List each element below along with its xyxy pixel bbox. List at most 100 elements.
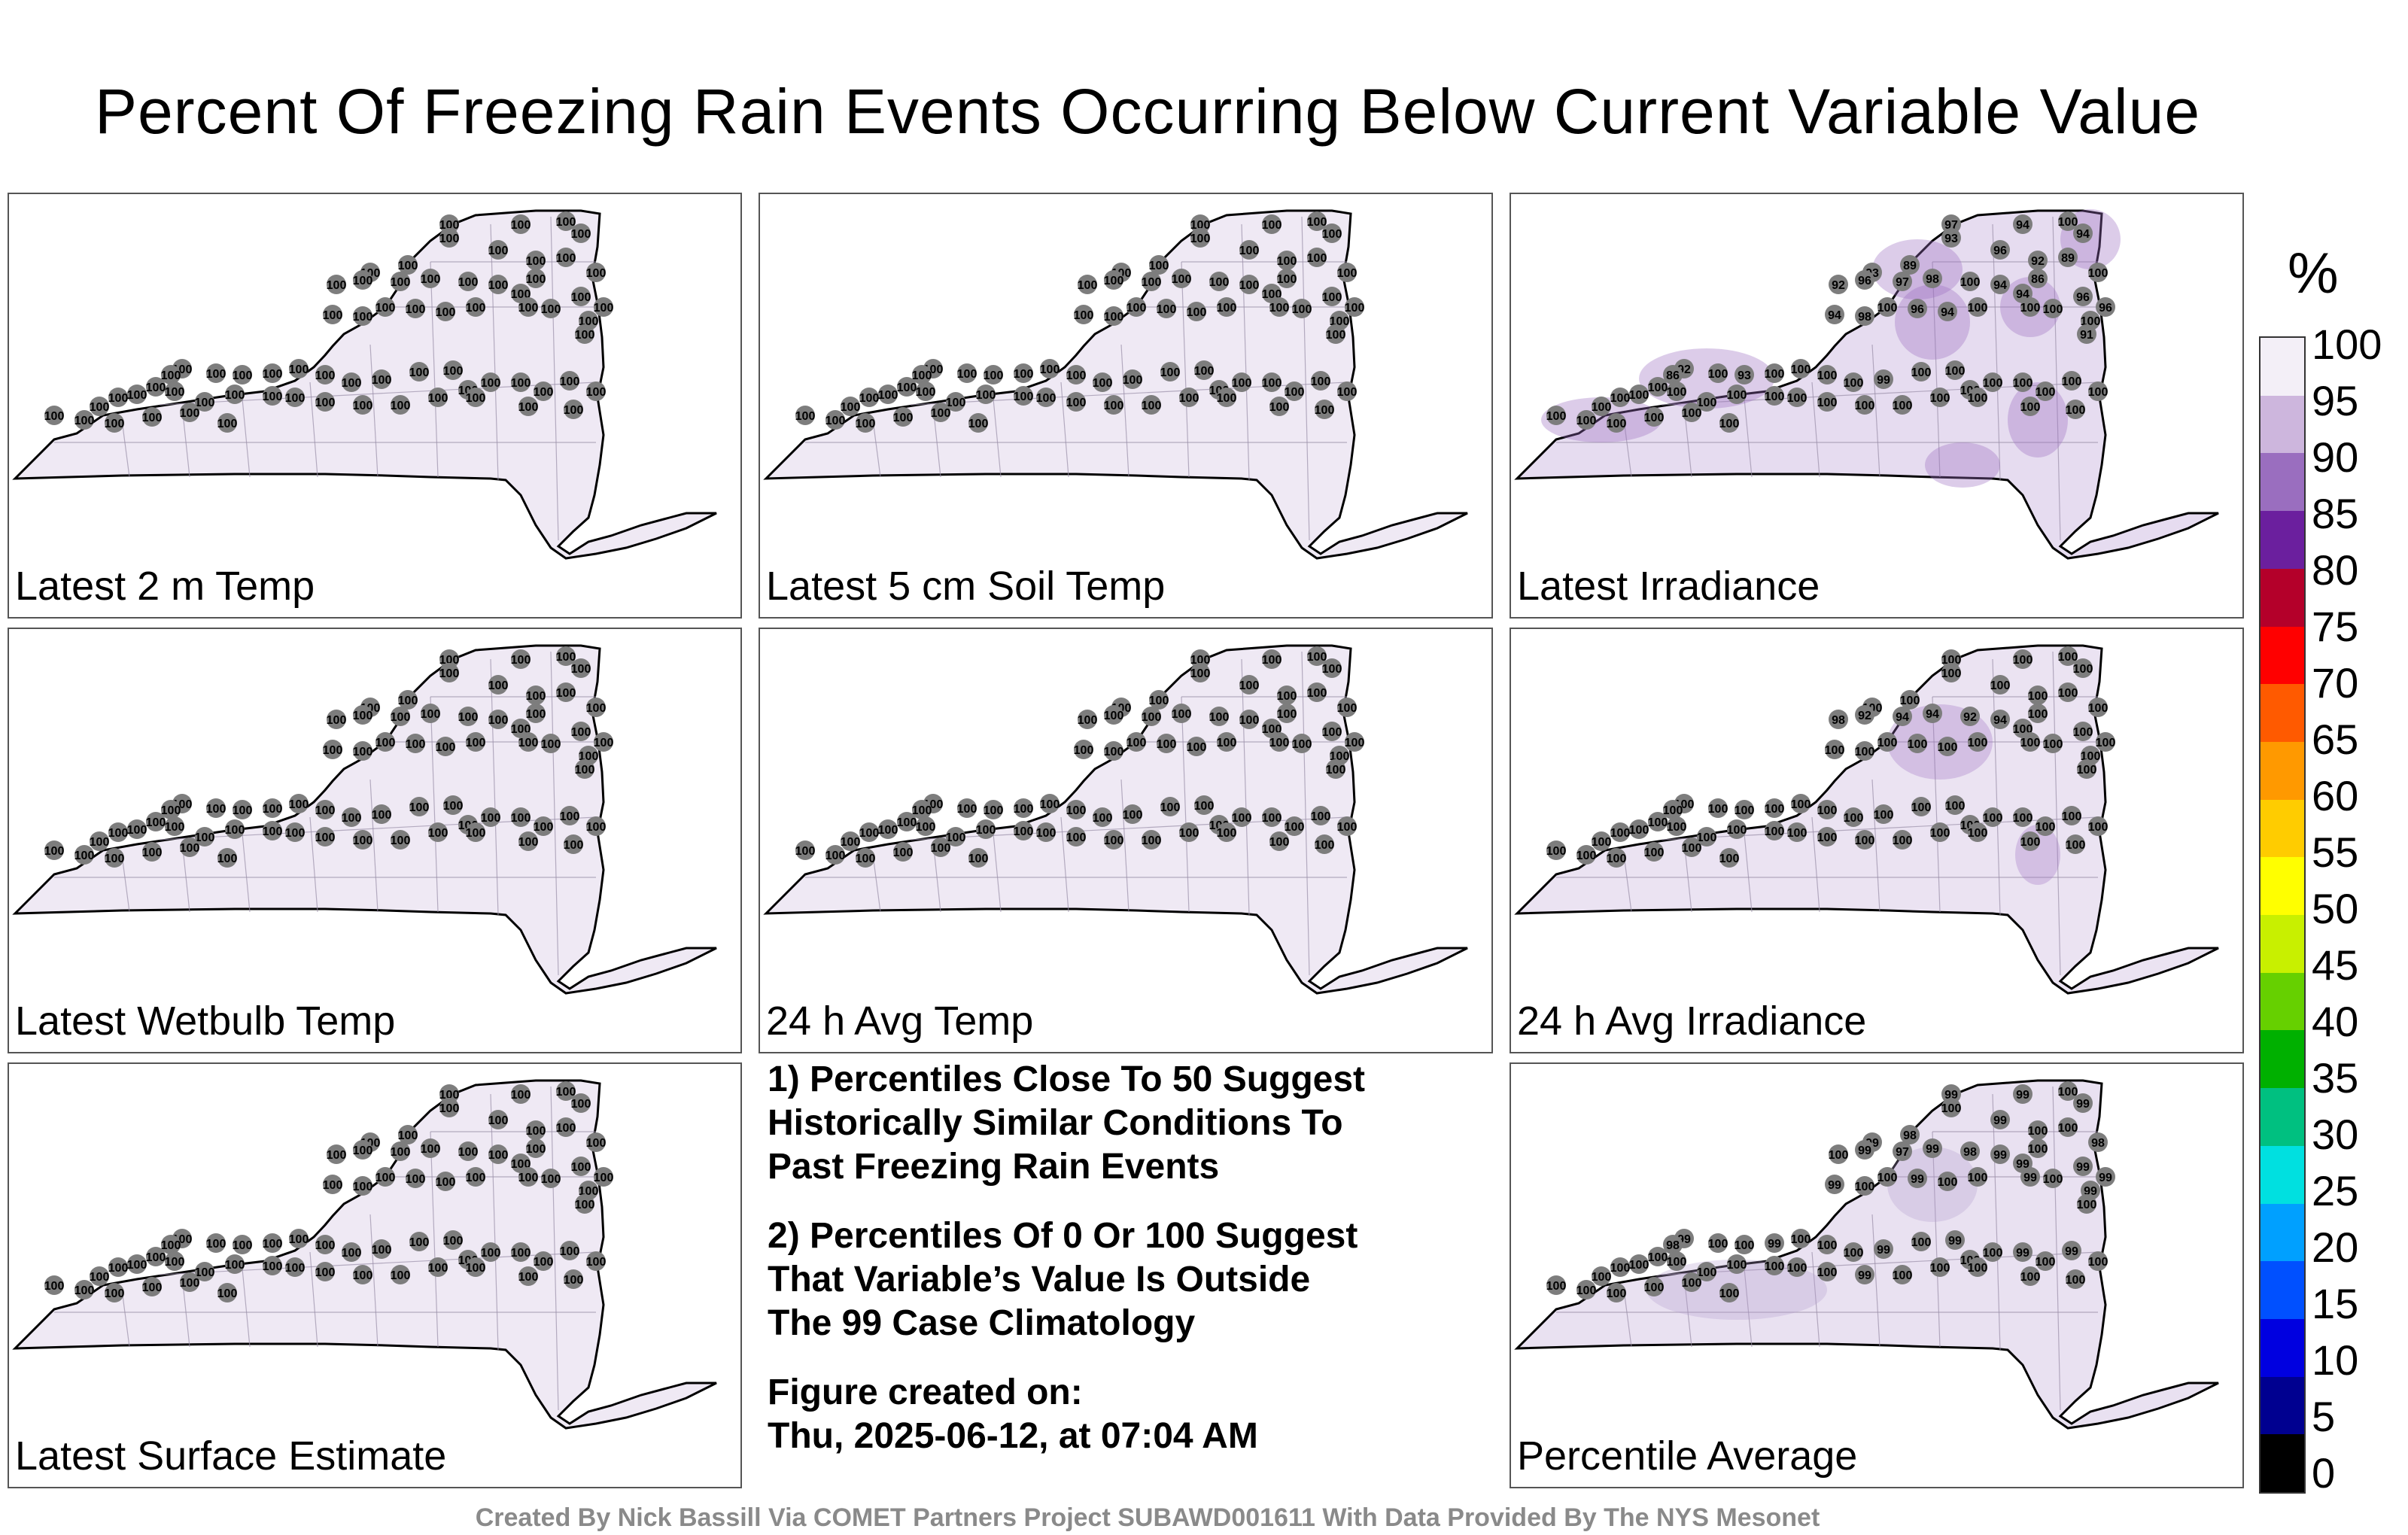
station-marker: 100 bbox=[2066, 834, 2085, 854]
station-marker: 100 bbox=[586, 1132, 606, 1152]
station-value: 100 bbox=[44, 410, 65, 423]
station-marker: 94 bbox=[1938, 302, 1957, 321]
low-percentile-area bbox=[2015, 825, 2060, 885]
station-marker: 100 bbox=[1791, 359, 1811, 378]
station-value: 100 bbox=[1968, 827, 1988, 840]
station-marker: 100 bbox=[1911, 1232, 1931, 1251]
station-value: 100 bbox=[108, 827, 129, 840]
station-marker: 100 bbox=[2088, 816, 2108, 836]
station-value: 100 bbox=[1292, 303, 1312, 316]
county-boundary bbox=[1871, 344, 1880, 478]
station-value: 100 bbox=[105, 853, 125, 865]
station-value: 100 bbox=[2028, 708, 2048, 721]
station-value: 100 bbox=[225, 1259, 245, 1272]
station-marker: 100 bbox=[206, 1233, 227, 1253]
panel-label: Latest Irradiance bbox=[1517, 564, 1820, 609]
station-marker: 100 bbox=[1930, 822, 1950, 842]
station-marker: 100 bbox=[1787, 822, 1807, 842]
station-marker: 100 bbox=[391, 1141, 410, 1161]
colorbar-tick-label: 40 bbox=[2312, 998, 2359, 1045]
station-marker: 100 bbox=[1239, 710, 1259, 729]
station-value: 100 bbox=[1648, 816, 1668, 829]
station-marker: 100 bbox=[2013, 807, 2033, 827]
state-outline bbox=[763, 644, 1468, 995]
station-value: 94 bbox=[1828, 309, 1841, 322]
station-value: 100 bbox=[518, 836, 539, 849]
station-marker: 100 bbox=[541, 299, 561, 318]
station-value: 100 bbox=[1337, 821, 1358, 834]
station-value: 100 bbox=[1277, 690, 1297, 703]
station-value: 100 bbox=[285, 827, 306, 840]
station-value: 100 bbox=[541, 738, 561, 751]
station-marker: 100 bbox=[443, 795, 463, 815]
station-value: 100 bbox=[1682, 842, 1702, 855]
station-marker: 100 bbox=[2020, 1266, 2041, 1286]
station-value: 100 bbox=[1104, 400, 1124, 412]
station-value: 100 bbox=[206, 803, 227, 816]
station-value: 100 bbox=[1036, 827, 1057, 840]
station-marker: 100 bbox=[1844, 372, 1863, 392]
station-marker: 100 bbox=[526, 251, 546, 270]
station-value: 100 bbox=[1172, 708, 1192, 721]
county-boundary bbox=[1060, 816, 1069, 913]
station-marker: 100 bbox=[1149, 255, 1169, 275]
state-outline bbox=[12, 1079, 717, 1430]
station-marker: 100 bbox=[1142, 272, 1161, 291]
station-value: 99 bbox=[1877, 374, 1890, 387]
station-value: 99 bbox=[2016, 1158, 2029, 1171]
station-marker: 100 bbox=[353, 1140, 372, 1160]
station-marker: 99 bbox=[2073, 1157, 2093, 1176]
station-marker: 100 bbox=[142, 1277, 162, 1296]
station-marker: 100 bbox=[2043, 1169, 2063, 1188]
station-marker: 100 bbox=[575, 1194, 594, 1214]
station-value: 100 bbox=[1142, 834, 1162, 847]
station-value: 100 bbox=[1036, 392, 1057, 405]
station-marker: 100 bbox=[571, 287, 591, 306]
station-marker: 100 bbox=[1629, 819, 1649, 839]
station-marker: 100 bbox=[1735, 1235, 1754, 1254]
note-2: 2) Percentiles Of 0 Or 100 Suggest That … bbox=[768, 1216, 1358, 1343]
colorbar-segment bbox=[2261, 915, 2304, 974]
station-value: 99 bbox=[1858, 1269, 1871, 1282]
station-value: 100 bbox=[142, 412, 163, 424]
county-boundary bbox=[1992, 223, 2001, 481]
station-value: 100 bbox=[571, 1098, 591, 1111]
station-value: 100 bbox=[2020, 1271, 2041, 1284]
station-value: 100 bbox=[315, 831, 336, 844]
station-value: 100 bbox=[1719, 418, 1740, 430]
station-value: 94 bbox=[2076, 228, 2090, 241]
station-value: 99 bbox=[1768, 1238, 1781, 1251]
station-marker: 100 bbox=[1190, 663, 1210, 682]
station-marker: 100 bbox=[488, 1110, 508, 1129]
colorbar-segment bbox=[2261, 741, 2304, 801]
station-value: 100 bbox=[375, 1172, 396, 1184]
station-value: 100 bbox=[206, 1238, 227, 1251]
station-marker: 100 bbox=[180, 403, 199, 422]
station-value: 98 bbox=[1832, 714, 1845, 727]
station-marker: 100 bbox=[161, 800, 181, 819]
colorbar-tick-label: 20 bbox=[2312, 1223, 2359, 1271]
station-marker: 100 bbox=[1983, 807, 2002, 827]
station-marker: 99 bbox=[2073, 1093, 2093, 1113]
station-value: 100 bbox=[586, 1256, 607, 1269]
station-marker: 100 bbox=[391, 272, 410, 291]
station-value: 100 bbox=[1190, 233, 1211, 245]
station-marker: 100 bbox=[1217, 388, 1236, 407]
station-value: 100 bbox=[1592, 401, 1612, 414]
station-marker: 100 bbox=[841, 397, 860, 416]
station-marker: 96 bbox=[2096, 297, 2115, 317]
station-value: 97 bbox=[1896, 276, 1909, 289]
station-value: 100 bbox=[1285, 821, 1305, 834]
station-value: 100 bbox=[466, 302, 486, 315]
station-marker: 100 bbox=[1855, 741, 1874, 761]
panel-label: 24 h Avg Temp bbox=[766, 999, 1034, 1044]
station-marker: 100 bbox=[195, 392, 214, 412]
state-outline bbox=[1514, 1079, 2219, 1430]
station-value: 100 bbox=[2058, 1122, 2078, 1135]
station-marker: 100 bbox=[1941, 649, 1961, 669]
station-marker: 100 bbox=[1040, 359, 1060, 378]
station-marker: 100 bbox=[1217, 732, 1236, 752]
station-value: 100 bbox=[1078, 279, 1098, 292]
station-value: 100 bbox=[518, 401, 539, 414]
